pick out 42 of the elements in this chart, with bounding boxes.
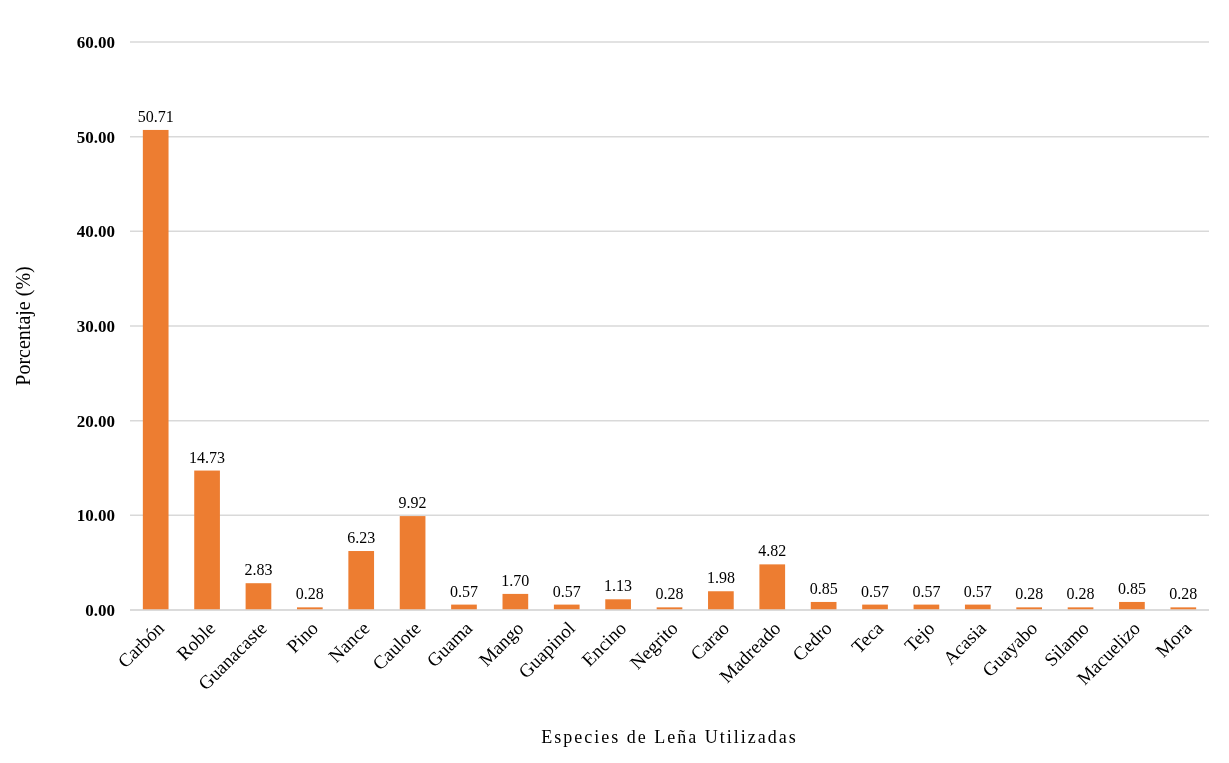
x-tick-label: Pino	[282, 617, 323, 657]
bar	[142, 129, 169, 610]
data-label: 1.98	[706, 569, 735, 587]
bar	[605, 599, 631, 610]
x-tick-label: Teca	[847, 616, 888, 658]
bar	[399, 516, 426, 610]
data-label: 0.28	[1066, 585, 1095, 603]
bar	[194, 470, 220, 610]
y-tick-label: 0.00	[85, 600, 115, 620]
y-tick-label: 10.00	[76, 506, 115, 526]
bar	[708, 591, 734, 610]
y-tick-label: 50.00	[76, 127, 115, 147]
data-label: 2.83	[244, 561, 273, 579]
y-tick-label: 30.00	[76, 316, 115, 336]
bar	[759, 564, 786, 610]
y-tick-label: 20.00	[76, 411, 115, 431]
data-label: 0.85	[1117, 579, 1146, 597]
bar	[245, 583, 272, 610]
y-tick-label: 40.00	[76, 222, 115, 242]
data-label: 0.57	[912, 582, 941, 600]
data-label: 6.23	[347, 529, 376, 547]
bar	[502, 593, 529, 610]
y-tick-label: 60.00	[76, 32, 115, 52]
data-label: 0.57	[449, 582, 478, 600]
data-label: 0.28	[295, 585, 324, 603]
data-label: 9.92	[398, 494, 427, 512]
data-label: 0.28	[1169, 585, 1198, 603]
data-label: 0.57	[552, 582, 581, 600]
data-label: 0.57	[861, 582, 890, 600]
data-label: 50.71	[137, 107, 174, 125]
y-axis-title: Porcentaje (%)	[12, 266, 35, 386]
data-label: 14.73	[189, 448, 226, 466]
data-label: 1.70	[501, 571, 530, 589]
data-label: 0.57	[963, 582, 992, 600]
x-axis-title: Especies de Leña Utilizadas	[541, 727, 798, 747]
data-label: 4.82	[758, 542, 787, 560]
data-label: 0.28	[1015, 585, 1044, 603]
x-tick-label: Tejo	[900, 617, 939, 656]
data-label: 1.13	[604, 577, 633, 595]
data-label: 0.85	[809, 579, 838, 597]
bar	[348, 551, 375, 610]
data-label: 0.28	[655, 585, 684, 603]
